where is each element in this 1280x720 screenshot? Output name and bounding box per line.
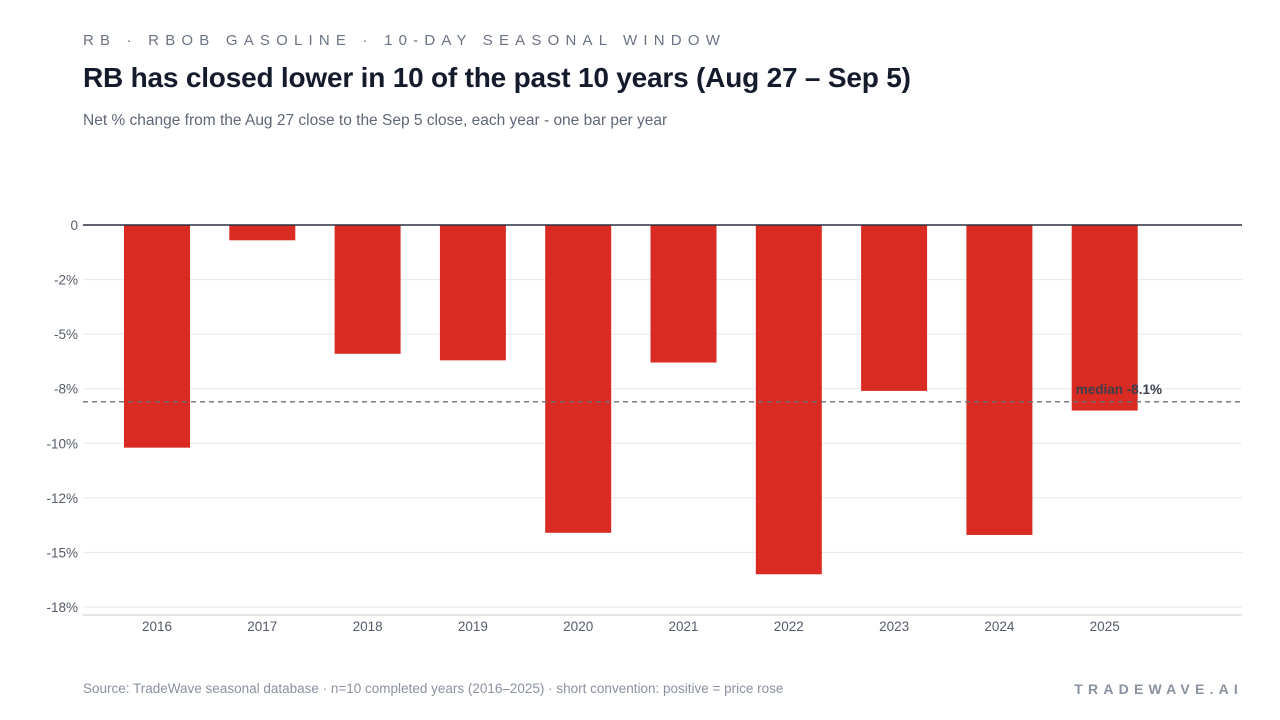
grid-lines xyxy=(83,279,1242,616)
bar xyxy=(439,225,506,361)
x-tick-label: 2020 xyxy=(563,619,593,634)
bar xyxy=(755,225,822,575)
x-tick-label: 2017 xyxy=(247,619,277,634)
y-axis-ticks: 0 -2% -5% -8% -10% -12% -15% -18% xyxy=(46,218,78,615)
y-tick-label: 0 xyxy=(70,218,78,233)
bar xyxy=(966,225,1033,535)
chart-eyebrow: RB · RBOB GASOLINE · 10-DAY SEASONAL WIN… xyxy=(83,32,727,49)
median-label: median -8.1% xyxy=(1076,382,1162,397)
bar xyxy=(650,225,717,363)
y-tick-label: -5% xyxy=(54,327,78,342)
x-tick-label: 2023 xyxy=(879,619,909,634)
x-tick-label: 2018 xyxy=(353,619,383,634)
source-note: Source: TradeWave seasonal database · n=… xyxy=(83,681,784,696)
x-tick-label: 2021 xyxy=(668,619,698,634)
y-tick-label: -15% xyxy=(46,545,78,560)
y-tick-label: -12% xyxy=(46,491,78,506)
y-tick-label: -18% xyxy=(46,600,78,615)
bar xyxy=(1071,225,1138,411)
chart-title: RB has closed lower in 10 of the past 10… xyxy=(83,62,911,93)
bar xyxy=(334,225,401,354)
median-annotation: median -8.1% xyxy=(83,382,1242,403)
x-tick-label: 2022 xyxy=(774,619,804,634)
y-tick-label: -2% xyxy=(54,273,78,288)
y-tick-label: -10% xyxy=(46,436,78,451)
x-axis-ticks: 2016 2017 2018 2019 2020 2021 2022 2023 2024 2025 xyxy=(142,619,1120,634)
y-tick-label: -8% xyxy=(54,382,78,397)
bar xyxy=(124,225,190,448)
x-tick-label: 2025 xyxy=(1090,619,1120,634)
bar xyxy=(229,225,296,241)
x-tick-label: 2024 xyxy=(984,619,1015,634)
x-tick-label: 2019 xyxy=(458,619,488,634)
bars xyxy=(83,224,1242,575)
brand-logo: TRADEWAVE.AI xyxy=(1074,681,1243,697)
chart-subtitle: Net % change from the Aug 27 close to th… xyxy=(83,112,668,129)
bar xyxy=(861,225,928,391)
x-tick-label: 2016 xyxy=(142,619,172,634)
bar xyxy=(545,225,612,533)
